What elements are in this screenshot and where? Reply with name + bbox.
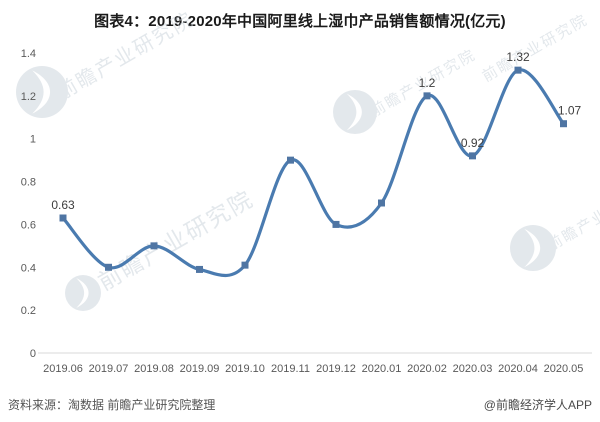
watermark-logo-circle <box>510 225 556 271</box>
x-axis-category-label: 2019.07 <box>89 363 129 375</box>
watermark: 前瞻产业研究院 <box>510 179 600 271</box>
x-axis-category-label: 2019.09 <box>180 363 220 375</box>
watermark-logo-circle <box>333 90 377 134</box>
watermark-logo-circle <box>16 66 68 118</box>
watermark-text: 前瞻产业研究院 <box>94 185 259 295</box>
data-point-marker <box>423 92 431 100</box>
x-axis-category-label: 2019.12 <box>316 363 356 375</box>
x-axis-category-label: 2020.03 <box>453 363 493 375</box>
y-axis-tick-label: 0.6 <box>21 219 36 231</box>
watermark-logo-swoosh <box>76 278 89 308</box>
chart-title: 图表4：2019-2020年中国阿里线上湿巾产品销售额情况(亿元) <box>94 13 506 30</box>
data-point-marker <box>105 263 112 271</box>
y-axis-tick-label: 0.4 <box>21 262 36 274</box>
watermark-logo-swoosh <box>32 70 51 114</box>
data-point-label: 1.07 <box>558 104 582 118</box>
x-axis-category-label: 2019.11 <box>271 363 310 375</box>
data-point-label: 0.63 <box>51 198 75 212</box>
data-point-label: 1.2 <box>419 76 436 90</box>
x-axis-category-label: 2020.02 <box>407 363 447 375</box>
watermark-logo-icon <box>333 90 377 134</box>
watermark-logo-icon <box>510 225 556 271</box>
data-point-marker <box>150 242 158 250</box>
data-point-marker <box>196 265 203 273</box>
watermark-logo-swoosh <box>346 93 362 131</box>
data-point-marker <box>59 214 67 222</box>
data-point-marker <box>332 220 340 228</box>
y-axis-tick-label: 0.8 <box>21 177 36 189</box>
y-axis-tick-label: 1 <box>30 134 36 146</box>
watermark: 前瞻产业研究院 <box>16 7 198 118</box>
credit-note: @前瞻经济学人APP <box>483 398 592 412</box>
data-point-marker <box>378 199 385 207</box>
data-point-marker <box>469 152 476 160</box>
y-axis-tick-label: 0.2 <box>21 305 36 317</box>
data-point-label: 0.92 <box>461 136 485 150</box>
watermark-logo-icon <box>65 275 101 311</box>
source-note: 资料来源：淘数据 前瞻产业研究院整理 <box>8 398 216 412</box>
x-axis-category-label: 2019.10 <box>225 363 265 375</box>
x-axis-category-label: 2019.08 <box>134 363 174 375</box>
y-axis-tick-label: 1.4 <box>21 48 36 60</box>
watermark: 前瞻产业研究院 <box>333 45 479 134</box>
watermark-logo-swoosh <box>524 228 541 268</box>
watermark-text: 前瞻产业研究院 <box>53 7 198 104</box>
data-point-marker <box>560 120 567 128</box>
watermark-text: 前瞻产业研究院 <box>479 10 591 85</box>
x-axis-category-label: 2019.06 <box>43 363 83 375</box>
x-axis-category-label: 2020.01 <box>362 363 402 375</box>
data-point-marker <box>287 156 294 164</box>
watermark: 前瞻产业研究院 <box>479 10 591 85</box>
data-point-marker <box>241 261 249 269</box>
y-axis-tick-label: 0 <box>30 348 36 360</box>
watermark-text: 前瞻产业研究院 <box>544 179 600 254</box>
line-series-path <box>61 68 566 277</box>
x-axis-category-label: 2020.05 <box>544 363 584 375</box>
y-axis-tick-label: 1.2 <box>21 91 36 103</box>
x-axis-category-label: 2020.04 <box>498 363 538 375</box>
watermark-logo-icon <box>16 66 68 118</box>
watermark-logo-circle <box>65 275 101 311</box>
data-point-label: 1.32 <box>506 50 530 64</box>
data-point-marker <box>514 66 522 74</box>
